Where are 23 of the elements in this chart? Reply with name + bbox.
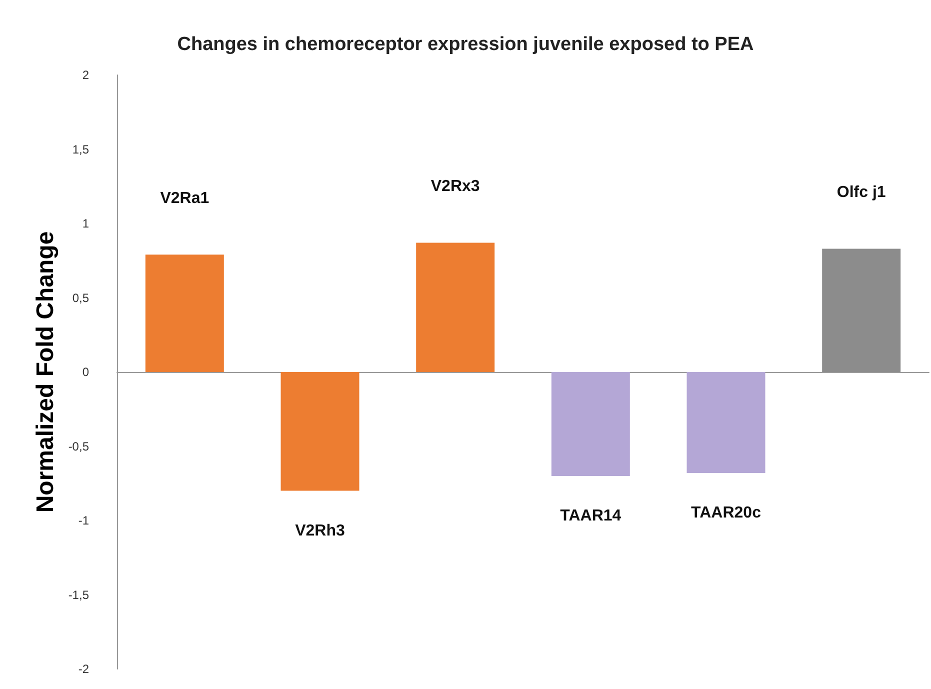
bar <box>416 242 495 372</box>
y-tick-label: -0,5 <box>68 439 90 454</box>
y-tick-label: -2 <box>78 662 90 676</box>
chart-title: Changes in chemoreceptor expression juvenile exposed to PEA <box>177 34 754 55</box>
y-tick-label: 1 <box>82 216 90 230</box>
bar <box>822 248 901 372</box>
bar <box>280 372 360 491</box>
x-tick-label: V2Rx3 <box>430 178 480 195</box>
y-tick-label: 2 <box>82 68 90 82</box>
x-tick-label: Olfc j1 <box>836 184 886 201</box>
x-tick-label: TAAR20c <box>691 504 762 522</box>
y-tick-label: -1 <box>78 514 90 528</box>
y-tick-label: 0 <box>82 365 90 379</box>
x-tick-label: TAAR14 <box>560 508 622 525</box>
y-tick-label: -1,5 <box>68 588 90 602</box>
y-tick-label: 0,5 <box>72 290 90 305</box>
bar <box>686 372 766 473</box>
x-tick-label: V2Rh3 <box>295 522 345 540</box>
bar <box>551 372 630 476</box>
x-tick-label: V2Ra1 <box>160 190 210 207</box>
y-axis-title: Normalized Fold Change <box>32 231 59 513</box>
y-tick-label: 1,5 <box>72 142 90 156</box>
bar <box>145 254 224 372</box>
